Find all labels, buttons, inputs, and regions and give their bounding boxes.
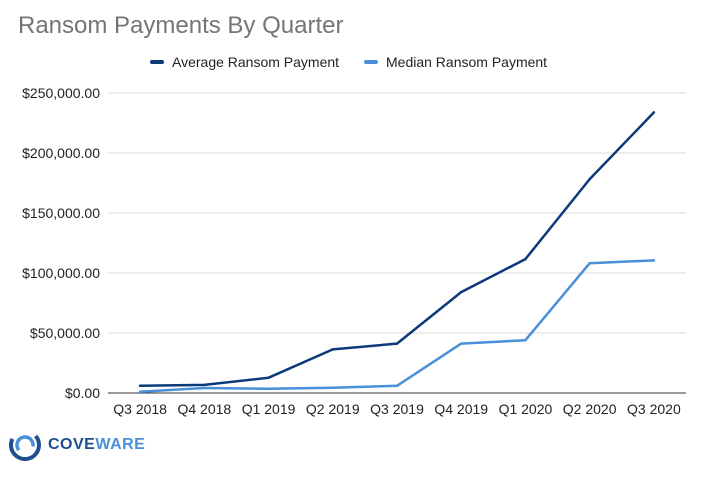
data-point-average	[460, 290, 463, 294]
coveware-logo-icon	[9, 429, 41, 461]
data-point-median	[588, 262, 591, 265]
data-point-average	[524, 257, 527, 261]
data-point-median	[524, 339, 527, 342]
data-point-average	[652, 111, 656, 114]
data-point-median	[267, 387, 270, 390]
x-tick-label: Q1 2020	[499, 401, 553, 417]
y-tick-label: $250,000.00	[22, 85, 100, 101]
data-point-average	[395, 342, 399, 345]
data-point-average	[588, 177, 591, 181]
x-tick-label: Q3 2020	[627, 401, 681, 417]
data-point-median	[460, 342, 463, 345]
data-point-median	[138, 390, 142, 393]
data-point-median	[331, 386, 334, 389]
legend-label-average: Average Ransom Payment	[172, 54, 340, 70]
x-tick-label: Q3 2018	[113, 401, 167, 417]
legend-item-median: Median Ransom Payment	[364, 54, 547, 70]
x-tick-label: Q4 2019	[434, 401, 488, 417]
x-tick-label: Q1 2019	[242, 401, 296, 417]
data-point-average	[203, 383, 206, 387]
line-chart: $0.00 $50,000.00 $100,000.00 $150,000.00 $20…	[22, 85, 686, 417]
legend: Average Ransom Payment Median Ransom Pay…	[0, 54, 710, 74]
legend-item-average: Average Ransom Payment	[150, 54, 339, 70]
chart-title: Ransom Payments By Quarter	[18, 12, 344, 39]
y-tick-label: $100,000.00	[22, 265, 100, 281]
data-point-average	[138, 384, 142, 387]
coveware-logo: COVEWARE	[8, 428, 145, 462]
coveware-logo-text: COVEWARE	[48, 436, 146, 453]
x-tick-label: Q2 2019	[306, 401, 360, 417]
data-point-average	[267, 376, 270, 379]
y-tick-label: $0.00	[65, 385, 100, 401]
legend-swatch-median	[364, 60, 378, 64]
data-point-average	[331, 348, 334, 351]
data-point-median	[203, 386, 206, 390]
x-tick-label: Q2 2020	[563, 401, 617, 417]
legend-swatch-average	[150, 60, 164, 64]
x-tick-label: Q3 2019	[370, 401, 424, 417]
y-tick-label: $200,000.00	[22, 145, 100, 161]
y-tick-label: $50,000.00	[30, 325, 100, 341]
data-point-median	[652, 259, 656, 262]
legend-label-median: Median Ransom Payment	[386, 54, 548, 70]
data-point-median	[395, 384, 399, 387]
y-tick-label: $150,000.00	[22, 205, 100, 221]
series-line-median	[138, 259, 656, 394]
x-tick-label: Q4 2018	[177, 401, 231, 417]
